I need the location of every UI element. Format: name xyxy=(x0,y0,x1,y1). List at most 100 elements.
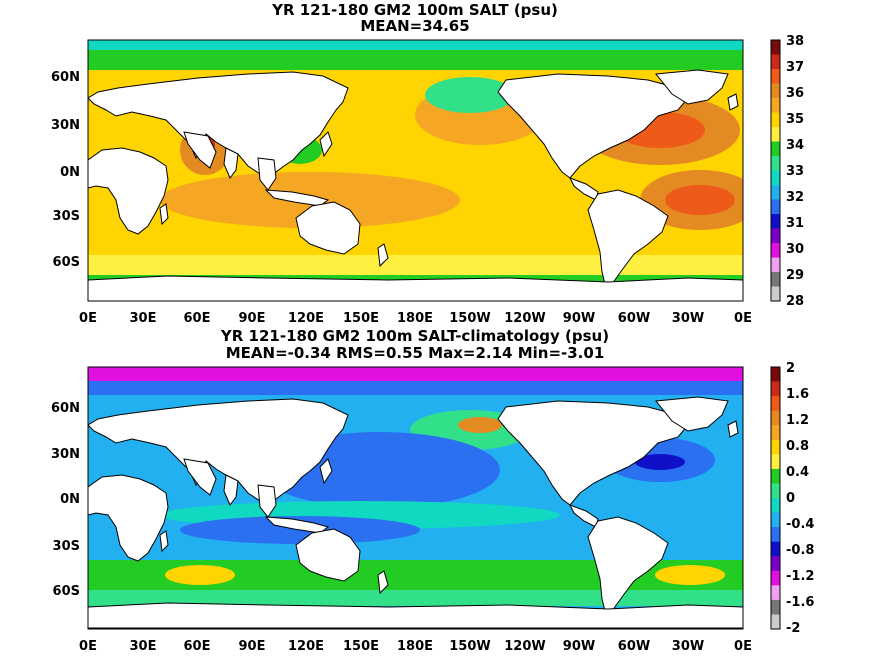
bottom-colorbar-swatch xyxy=(771,483,780,499)
bottom-colorbar-swatch xyxy=(771,454,780,470)
bottom-colorbar-swatch xyxy=(771,512,780,528)
top-colorbar-swatch xyxy=(771,214,780,229)
top-y-tick: 60N xyxy=(51,70,80,85)
top-colorbar-swatch xyxy=(771,156,780,171)
bottom-colorbar-label: -1.6 xyxy=(786,595,814,610)
top-colorbar-swatch xyxy=(771,257,780,273)
top-colorbar-swatch xyxy=(771,98,780,113)
bottom-colorbar-label: 0 xyxy=(786,491,795,506)
bottom-y-tick: 30S xyxy=(53,539,80,554)
bottom-colorbar-swatch xyxy=(771,367,780,382)
top-colorbar-labels: 38 37 36 35 34 33 32 31 30 29 28 xyxy=(786,34,804,309)
bottom-x-tick: 30W xyxy=(672,639,704,654)
bottom-x-tick: 60E xyxy=(184,639,211,654)
top-y-tick: 30N xyxy=(51,118,80,133)
top-colorbar-swatch xyxy=(771,228,780,244)
bottom-y-tick: 30N xyxy=(51,447,80,462)
bottom-x-tick: 120E xyxy=(288,639,324,654)
top-x-tick: 30W xyxy=(672,311,704,326)
bottom-x-tick: 90W xyxy=(563,639,595,654)
bottom-x-tick: 0E xyxy=(79,639,97,654)
top-x-tick: 60W xyxy=(618,311,650,326)
bottom-colorbar-swatch xyxy=(771,410,780,426)
top-x-tick: 90W xyxy=(563,311,595,326)
top-colorbar-swatch xyxy=(771,272,780,287)
bottom-colorbar-swatch xyxy=(771,585,780,601)
bottom-chart: YR 121-180 GM2 100m SALT-climatology (ps… xyxy=(51,327,814,654)
top-y-tick: 60S xyxy=(53,255,80,270)
bottom-chart-title: YR 121-180 GM2 100m SALT-climatology (ps… xyxy=(220,327,609,345)
top-y-tick: 0N xyxy=(60,165,80,180)
bottom-x-tick: 30E xyxy=(130,639,157,654)
bottom-anomaly-field xyxy=(88,367,743,629)
top-colorbar-swatch xyxy=(771,112,780,128)
top-x-tick: 150W xyxy=(449,311,490,326)
bottom-colorbar-label: 0.8 xyxy=(786,439,809,454)
top-colorbar-label: 38 xyxy=(786,34,804,49)
top-chart-title: YR 121-180 GM2 100m SALT (psu) xyxy=(271,1,558,19)
top-colorbar-label: 28 xyxy=(786,294,804,309)
top-colorbar-swatch xyxy=(771,141,780,157)
top-colorbar-swatch xyxy=(771,69,780,84)
bottom-colorbar xyxy=(771,367,780,630)
bottom-colorbar-labels: 2 1.6 1.2 0.8 0.4 0 -0.4 -0.8 -1.2 -1.6 … xyxy=(786,361,814,636)
top-y-tick: 30S xyxy=(53,209,80,224)
bottom-x-tick: 120W xyxy=(504,639,545,654)
bottom-colorbar-swatch xyxy=(771,527,780,543)
top-chart-subtitle: MEAN=34.65 xyxy=(360,17,469,35)
top-x-axis: 0E 30E 60E 90E 120E 150E 180E 150W 120W … xyxy=(79,311,752,326)
top-colorbar-swatch xyxy=(771,286,780,302)
top-colorbar-swatch xyxy=(771,185,780,200)
bottom-colorbar-label: 0.4 xyxy=(786,465,809,480)
bottom-y-tick: 0N xyxy=(60,492,80,507)
top-colorbar-label: 35 xyxy=(786,112,804,127)
top-chart: YR 121-180 GM2 100m SALT (psu) MEAN=34.6… xyxy=(51,1,804,326)
top-x-tick: 180E xyxy=(397,311,433,326)
bottom-colorbar-swatch xyxy=(771,541,780,557)
bottom-y-axis: 60N 30N 0N 30S 60S xyxy=(51,401,80,599)
bottom-x-tick: 180E xyxy=(397,639,433,654)
top-x-tick: 0E xyxy=(734,311,752,326)
top-colorbar-label: 37 xyxy=(786,60,804,75)
top-x-tick: 150E xyxy=(343,311,379,326)
top-colorbar-label: 29 xyxy=(786,268,804,283)
bottom-colorbar-swatch xyxy=(771,381,780,397)
top-colorbar-swatch xyxy=(771,170,780,186)
bottom-x-tick: 90E xyxy=(239,639,266,654)
bottom-colorbar-label: 1.2 xyxy=(786,413,809,428)
top-y-axis: 60N 30N 0N 30S 60S xyxy=(51,70,80,270)
top-x-tick: 30E xyxy=(130,311,157,326)
top-colorbar-swatch xyxy=(771,243,780,258)
bottom-colorbar-swatch xyxy=(771,425,780,441)
top-salinity-field xyxy=(88,40,743,301)
top-colorbar-label: 34 xyxy=(786,138,804,153)
top-colorbar-label: 32 xyxy=(786,190,804,205)
top-x-tick: 120E xyxy=(288,311,324,326)
bottom-x-tick: 150W xyxy=(449,639,490,654)
bottom-colorbar-swatch xyxy=(771,599,780,615)
top-colorbar-swatch xyxy=(771,40,780,55)
top-x-tick: 60E xyxy=(184,311,211,326)
bottom-x-tick: 60W xyxy=(618,639,650,654)
bottom-colorbar-label: -1.2 xyxy=(786,569,814,584)
bottom-colorbar-label: 2 xyxy=(786,361,795,376)
bottom-colorbar-swatch xyxy=(771,498,780,513)
top-colorbar xyxy=(771,40,780,302)
top-x-tick: 120W xyxy=(504,311,545,326)
top-colorbar-label: 30 xyxy=(786,242,804,257)
bottom-y-tick: 60N xyxy=(51,401,80,416)
top-x-tick: 90E xyxy=(239,311,266,326)
bottom-colorbar-swatch xyxy=(771,396,780,412)
bottom-colorbar-swatch xyxy=(771,468,780,484)
bottom-colorbar-label: 1.6 xyxy=(786,387,809,402)
bottom-x-tick: 0E xyxy=(734,639,752,654)
bottom-colorbar-swatch xyxy=(771,570,780,586)
bottom-colorbar-swatch xyxy=(771,439,780,455)
top-colorbar-label: 36 xyxy=(786,86,804,101)
bottom-colorbar-label: -2 xyxy=(786,621,800,636)
top-colorbar-label: 31 xyxy=(786,216,804,231)
top-colorbar-swatch xyxy=(771,54,780,70)
bottom-colorbar-label: -0.4 xyxy=(786,517,814,532)
top-colorbar-swatch xyxy=(771,83,780,99)
